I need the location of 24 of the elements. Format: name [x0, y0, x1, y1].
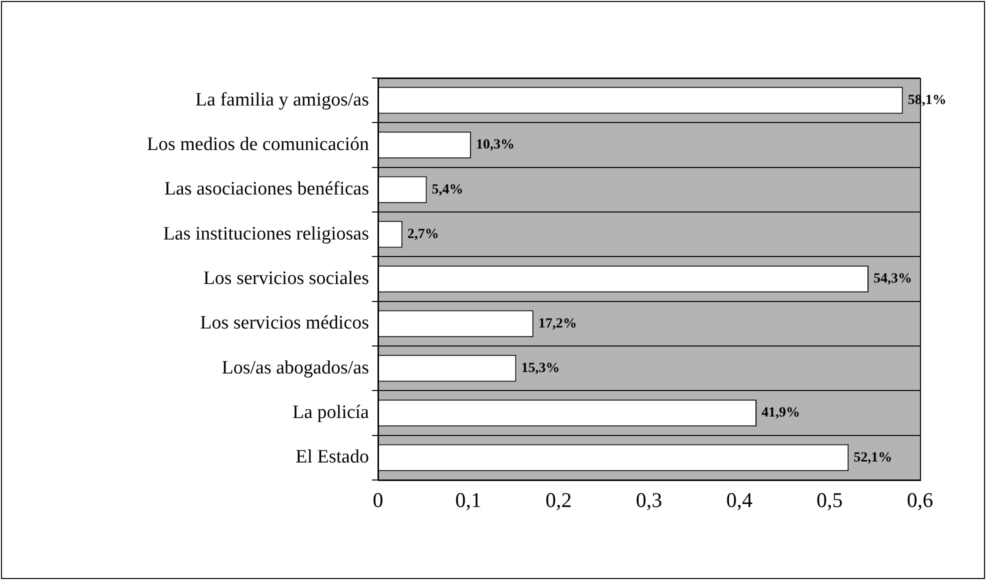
data-label: 15,3% [521, 360, 560, 376]
y-tick-label: Los servicios médicos [200, 312, 369, 334]
x-tick-label: 0,4 [726, 488, 753, 512]
y-tick-label: El Estado [296, 446, 369, 468]
y-tick-label: Las asociaciones benéficas [164, 178, 369, 200]
data-label: 2,7% [407, 226, 439, 242]
data-label: 52,1% [854, 450, 892, 466]
y-tick-label: Los medios de comunicación [146, 134, 370, 155]
x-tick-label: 0,5 [816, 488, 843, 512]
y-tick-label: Los servicios sociales [203, 268, 369, 289]
x-tick-label: 0,3 [636, 488, 662, 512]
y-tick-label: Los/as abogados/as [222, 357, 369, 378]
y-tick-label: La familia y amigos/as [195, 89, 369, 110]
x-tick-label: 0 [372, 488, 384, 512]
data-label: 5,4% [432, 182, 464, 198]
data-label: 17,2% [538, 316, 577, 332]
y-tick-label: La policía [292, 402, 370, 423]
data-label: 10,3% [476, 138, 515, 153]
data-label: 41,9% [761, 406, 800, 421]
data-label: 54,3% [874, 272, 912, 287]
y-tick-label: Las instituciones religiosas [163, 223, 369, 244]
x-tick-label: 0,1 [455, 488, 482, 512]
x-tick-label: 0,2 [546, 488, 572, 512]
x-tick-label: 0,6 [906, 488, 934, 512]
